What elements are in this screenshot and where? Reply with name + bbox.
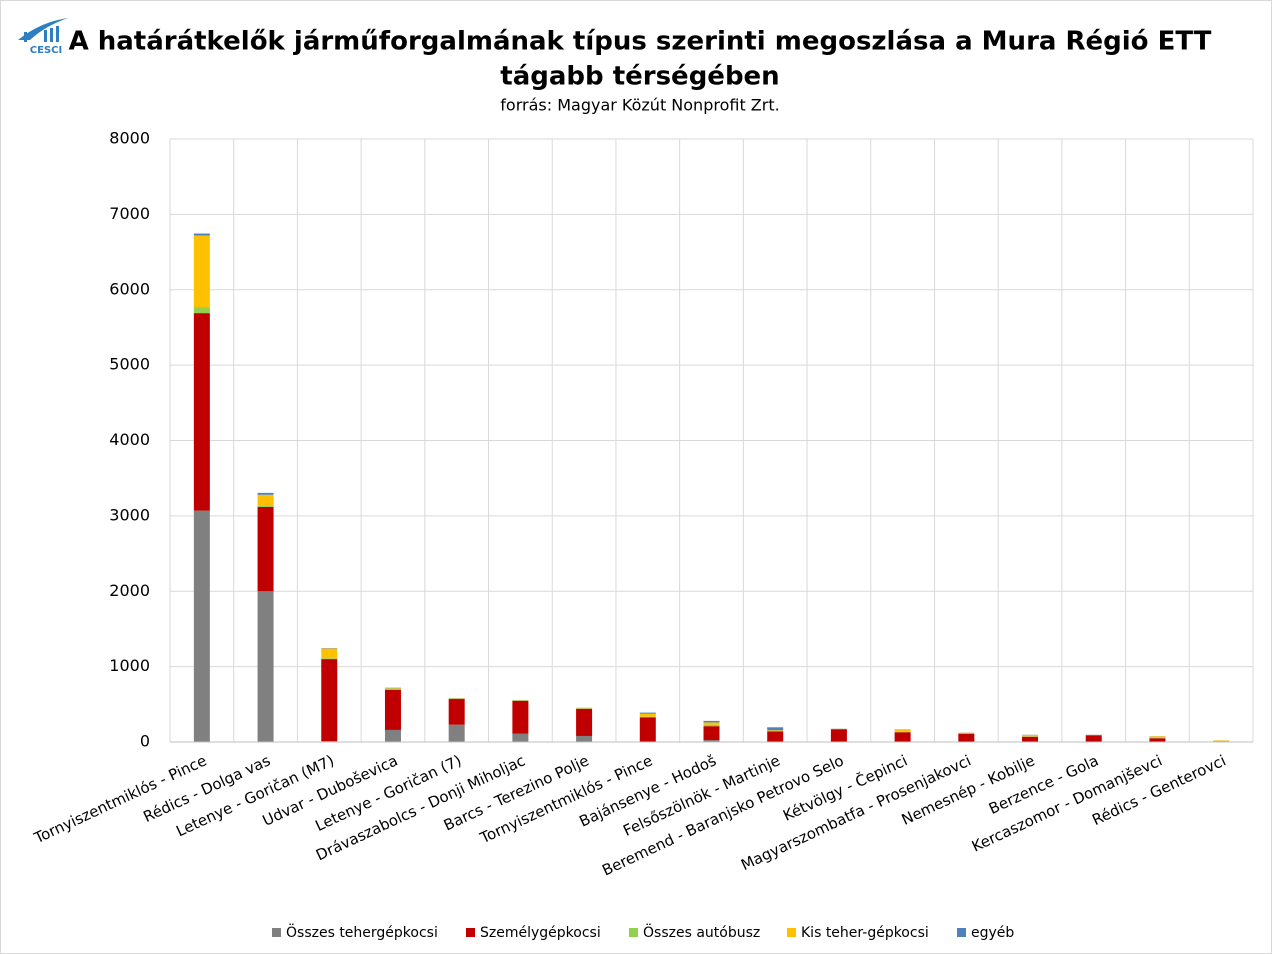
chart-subtitle: forrás: Magyar Közút Nonprofit Zrt.: [500, 96, 779, 115]
bar-segment: [384, 689, 401, 730]
bar-segment: [193, 510, 210, 742]
bar-segment: [639, 712, 656, 714]
bar-segment: [703, 722, 720, 725]
legend-swatch: [272, 928, 281, 937]
bar-segment: [639, 717, 656, 742]
bar-segment: [512, 700, 529, 734]
y-tick-label: 8000: [109, 129, 150, 148]
bar-segment: [193, 307, 210, 314]
bar-segment: [894, 732, 911, 742]
bar-segment: [703, 726, 720, 741]
bar-segment: [1149, 736, 1166, 738]
bar-segment: [958, 733, 975, 742]
bar-segment: [512, 733, 529, 742]
legend-label: Összes tehergépkocsi: [286, 923, 438, 941]
y-tick-label: 2000: [109, 581, 150, 600]
bar-segment: [703, 740, 720, 742]
bar-segment: [639, 716, 656, 718]
bar-segment: [321, 659, 338, 742]
bar-segment: [703, 720, 720, 723]
y-tick-label: 4000: [109, 430, 150, 449]
y-tick-label: 1000: [109, 656, 150, 675]
chart-title: tágabb térségében: [500, 62, 779, 92]
bar-segment: [257, 492, 274, 495]
legend-swatch: [787, 928, 796, 937]
bar-segment: [1213, 740, 1230, 742]
logo: CESCI: [18, 18, 68, 56]
bar-segment: [384, 729, 401, 742]
legend-swatch: [466, 928, 475, 937]
bar-segment: [1022, 734, 1039, 737]
bar-segment: [321, 648, 338, 659]
legend-label: Kis teher-gépkocsi: [801, 925, 929, 941]
bar-segment: [958, 732, 975, 734]
chart-title: A határátkelők járműforgalmának típus sz…: [69, 27, 1212, 57]
bar-segment: [448, 724, 465, 742]
bar-segment: [1022, 736, 1039, 742]
legend-swatch: [957, 928, 966, 937]
bar-segment: [576, 735, 593, 742]
legend-label: Összes autóbusz: [643, 923, 760, 941]
bar-segment: [767, 727, 784, 731]
y-tick-label: 3000: [109, 505, 150, 524]
bar-segment: [767, 731, 784, 742]
bar-segment: [703, 724, 720, 727]
logo-text: CESCI: [30, 45, 62, 56]
bar-segment: [257, 591, 274, 742]
bar-segment: [894, 729, 911, 732]
legend-swatch: [629, 928, 638, 937]
y-tick-label: 7000: [109, 204, 150, 223]
y-tick-label: 6000: [109, 279, 150, 298]
bar-segment: [576, 708, 593, 736]
bar-segment: [257, 494, 274, 506]
bar-segment: [830, 729, 847, 742]
bar-segment: [384, 688, 401, 690]
bar-segment: [257, 506, 274, 592]
bar-segment: [448, 699, 465, 725]
bar-segment: [1149, 738, 1166, 742]
bar-segment: [193, 233, 210, 236]
y-tick-label: 0: [140, 732, 150, 751]
bar-segment: [1213, 741, 1230, 742]
bar-segment: [639, 713, 656, 717]
legend-label: egyéb: [971, 925, 1014, 941]
y-tick-label: 5000: [109, 355, 150, 374]
bar-segment: [193, 313, 210, 511]
bar-segment: [257, 505, 274, 507]
bar-segment: [767, 730, 784, 732]
bar-segment: [193, 235, 210, 308]
bar-segment: [1085, 735, 1102, 742]
legend-label: Személygépkocsi: [480, 925, 601, 941]
bar-segment: [321, 658, 338, 660]
